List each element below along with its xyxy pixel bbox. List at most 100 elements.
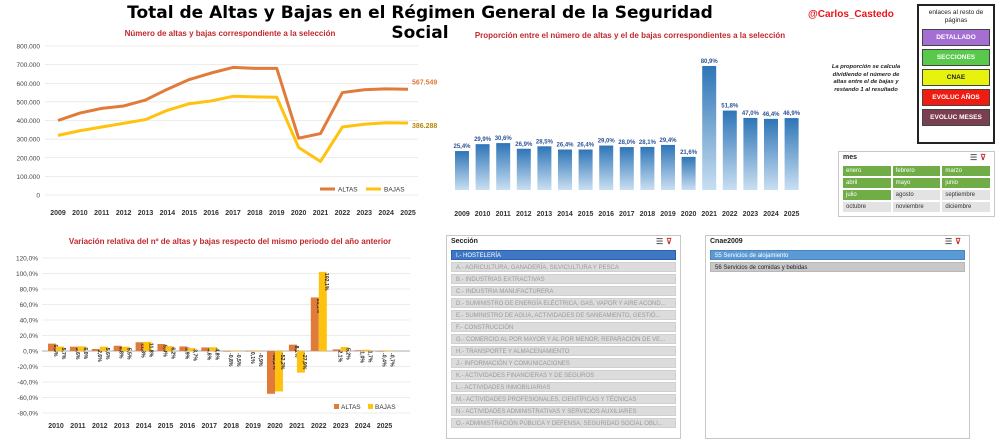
ratio-bar-label: 80,9%: [701, 59, 719, 65]
ratio-bar: [784, 118, 799, 190]
x-tick-label: 2019: [245, 423, 261, 430]
link-button-cnae[interactable]: CNAE: [922, 69, 990, 86]
clear-filter-icon[interactable]: ⊽: [980, 153, 989, 162]
x-tick-label: 2010: [48, 423, 64, 430]
x-tick-label: 2024: [378, 210, 394, 217]
links-title: enlaces al resto de páginas: [928, 9, 984, 24]
month-item-junio[interactable]: junio: [942, 178, 990, 188]
month-item-octubre[interactable]: octubre: [843, 202, 891, 212]
variation-bar-label: 6,2%: [170, 347, 176, 359]
variation-bar-bajas: [143, 341, 152, 351]
x-tick-label: 2020: [267, 423, 283, 430]
variation-bar-altas: [179, 346, 188, 351]
y-tick-label: 800.000: [17, 44, 41, 51]
section-item[interactable]: O.- ADMINISTRACIÓN PÚBLICA Y DEFENSA; SE…: [451, 418, 676, 428]
x-tick-label: 2018: [247, 210, 263, 217]
y-tick-label: 700.000: [17, 62, 41, 69]
x-tick-label: 2014: [557, 211, 573, 218]
multi-select-icon[interactable]: ☰: [969, 153, 981, 162]
multi-select-icon[interactable]: ☰: [944, 237, 956, 246]
section-item[interactable]: A.- AGRICULTURA, GANADERÍA, SILVICULTURA…: [451, 262, 676, 272]
ratio-bar: [619, 147, 634, 190]
ratio-bar-label: 29,0%: [598, 139, 616, 145]
variation-bar-label: 9,0%: [162, 345, 168, 357]
x-tick-label: 2023: [743, 211, 759, 218]
variation-bar-label: 5,7%: [60, 348, 66, 360]
x-tick-label: 2012: [116, 210, 132, 217]
multi-select-icon[interactable]: ☰: [655, 237, 667, 246]
x-tick-label: 2018: [640, 211, 656, 218]
variation-bar-label: 1,7%: [367, 351, 373, 363]
y-tick-label: 60,0%: [20, 302, 39, 309]
y-tick-label: 200.000: [17, 155, 41, 162]
section-item[interactable]: M.- ACTIVIDADES PROFESIONALES, CIENTÍFIC…: [451, 394, 676, 404]
y-tick-label: -40,0%: [17, 380, 38, 387]
x-tick-label: 2014: [160, 210, 176, 217]
month-item-julio[interactable]: julio: [843, 190, 891, 200]
month-item-agosto[interactable]: agosto: [892, 190, 941, 200]
month-item-diciembre[interactable]: diciembre: [942, 202, 990, 212]
variation-bar-altas: [69, 346, 78, 351]
ratio-bar-label: 21,6%: [680, 150, 698, 156]
variation-bar-label: 5,9%: [183, 347, 189, 359]
section-item[interactable]: K.- ACTIVIDADES FINANCIERAS Y DE SEGUROS: [451, 370, 676, 380]
ratio-bar-label: 29,4%: [659, 138, 677, 144]
month-item-abril[interactable]: abril: [843, 178, 891, 188]
x-tick-label: 2023: [333, 423, 349, 430]
link-button-secciones[interactable]: SECCIONES: [922, 49, 990, 66]
series-line-altas: [57, 65, 409, 140]
x-tick-label: 2017: [225, 210, 241, 217]
section-item[interactable]: J.- INFORMACIÓN Y COMUNICACIONES: [451, 358, 676, 368]
x-tick-label: 2020: [681, 211, 697, 218]
variation-bar-label: 6,0%: [82, 347, 88, 359]
ratio-bar: [578, 149, 593, 190]
clear-filter-icon[interactable]: ⊽: [666, 237, 675, 246]
x-tick-label: 2013: [114, 423, 130, 430]
section-item[interactable]: H.- TRANSPORTE Y ALMACENAMIENTO: [451, 346, 676, 356]
month-item-marzo[interactable]: marzo: [942, 166, 990, 176]
section-item[interactable]: L.- ACTIVIDADES INMOBILIARIAS: [451, 382, 676, 392]
legend-bajas-swatch: [368, 404, 373, 409]
links-panel: enlaces al resto de páginas DETALLADO SEC…: [917, 4, 995, 144]
section-item[interactable]: G.- COMERCIO AL POR MAYOR Y AL POR MENOR…: [451, 334, 676, 344]
section-item[interactable]: C.- INDUSTRIA MANUFACTURERA: [451, 286, 676, 296]
variation-bar-bajas: [231, 351, 240, 352]
legend-bajas-label: BAJAS: [375, 404, 396, 411]
month-item-mayo[interactable]: mayo: [892, 178, 941, 188]
x-tick-label: 2011: [70, 423, 85, 430]
x-tick-label: 2023: [356, 210, 372, 217]
x-tick-label: 2021: [313, 210, 329, 217]
section-slicer-title: Sección: [451, 238, 478, 245]
ratio-chart: 25,4% 2009 29,9% 2010 30,6% 2011 26,9% 2012 28,5…: [453, 59, 800, 218]
section-item[interactable]: N.- ACTIVIDADES ADMINISTRATIVAS Y SERVIC…: [451, 406, 676, 416]
variation-bar-label: 11,8%: [148, 343, 154, 358]
link-button-evoluc-anos[interactable]: EVOLUC AÑOS: [922, 89, 990, 106]
y-tick-label: 40,0%: [20, 318, 39, 325]
ratio-bar: [496, 143, 511, 190]
x-tick-label: 2017: [619, 211, 635, 218]
variation-bar-altas: [332, 349, 341, 351]
month-item-enero[interactable]: enero: [843, 166, 891, 176]
section-item[interactable]: F.- CONSTRUCCIÓN: [451, 322, 676, 332]
variation-bar-label: 1,0%: [359, 351, 365, 363]
variation-bar-label: 4,6%: [205, 348, 211, 360]
link-button-detallado[interactable]: DETALLADO: [922, 29, 990, 46]
cnae-item[interactable]: 56 Servicios de comidas y bebidas: [710, 262, 965, 272]
variation-bar-altas: [135, 342, 144, 351]
month-item-septiembre[interactable]: septiembre: [942, 190, 990, 200]
variation-bar-bajas: [296, 351, 305, 373]
clear-filter-icon[interactable]: ⊽: [955, 237, 964, 246]
section-item[interactable]: I.- HOSTELERÍA: [451, 250, 676, 260]
ratio-bar: [743, 117, 758, 190]
variation-bar-bajas: [56, 346, 64, 351]
cnae-slicer-title: Cnae2009: [710, 238, 743, 245]
x-tick-label: 2015: [578, 211, 594, 218]
month-item-noviembre[interactable]: noviembre: [892, 202, 941, 212]
month-item-febrero[interactable]: febrero: [892, 166, 941, 176]
section-item[interactable]: B.- INDUSTRIAS EXTRACTIVAS: [451, 274, 676, 284]
link-button-evoluc-meses[interactable]: EVOLUC MESES: [922, 109, 990, 126]
section-item[interactable]: E.- SUMINISTRO DE AGUA, ACTIVIDADES DE S…: [451, 310, 676, 320]
cnae-item[interactable]: 55 Servicios de alojamiento: [710, 250, 965, 260]
section-item[interactable]: D.- SUMINISTRO DE ENERGÍA ELÉCTRICA, GAS…: [451, 298, 676, 308]
ratio-bar: [640, 146, 655, 190]
